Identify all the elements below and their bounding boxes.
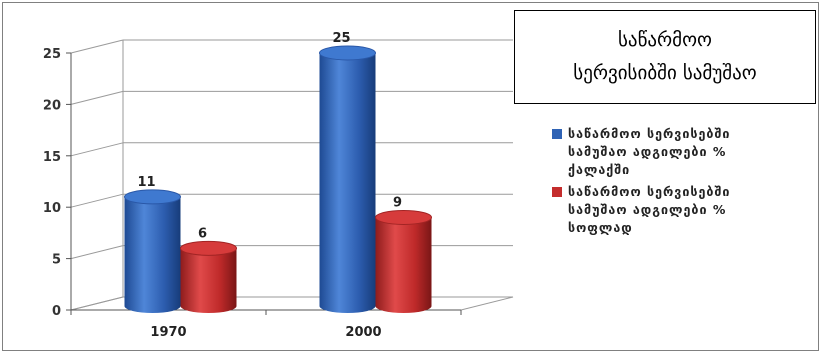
bar-urban-2000: [319, 53, 376, 314]
legend-item-rural: საწარმოო სერვისებში სამუშაო ადგილები % ს…: [552, 183, 812, 237]
y-tick-label: 0: [52, 304, 61, 319]
chart-frame: 0 5 10 15 20 25 11 6 1970 25 9 2000 საწარმოო სერვი…: [2, 2, 819, 351]
legend-item-urban: საწარმოო სერვისებში სამუშაო ადგილები % ქ…: [552, 125, 812, 179]
bar-rural-1970: [180, 248, 237, 314]
chart-title-box: საწარმოო სერვისიბში სამუშაო: [514, 10, 816, 104]
gridline-depth: [70, 90, 124, 105]
gridline-depth: [70, 193, 124, 208]
legend-swatch-urban: [552, 129, 562, 139]
gridline-depth: [70, 142, 124, 157]
bar-top: [375, 209, 432, 225]
data-label: 6: [198, 226, 207, 241]
data-label: 25: [332, 31, 350, 46]
legend-label-rural: საწარმოო სერვისებში სამუშაო ადგილები % ს…: [568, 184, 731, 235]
bar-rural-2000: [375, 217, 432, 314]
legend: საწარმოო სერვისებში სამუშაო ადგილები % ქ…: [552, 125, 812, 241]
gridline-depth: [70, 39, 124, 54]
legend-label-urban: საწარმოო სერვისებში სამუშაო ადგილები % ქ…: [568, 126, 731, 177]
data-label: 11: [137, 175, 155, 190]
bar-top: [124, 189, 181, 205]
bar-chart: 0 5 10 15 20 25 11 6 1970 25 9 2000: [43, 31, 514, 340]
y-tick-label: 5: [52, 253, 61, 268]
bar-urban-1970: [124, 196, 181, 314]
data-label: 9: [393, 195, 402, 210]
y-tick-label: 15: [43, 150, 61, 165]
legend-swatch-rural: [552, 187, 562, 197]
bars: [124, 45, 432, 314]
x-tick-label: 2000: [345, 325, 381, 340]
y-tick-label: 25: [43, 47, 61, 62]
labels: 11 6 1970 25 9 2000: [137, 31, 402, 340]
y-tick-label: 20: [43, 98, 61, 113]
y-tick-label: 10: [43, 201, 61, 216]
chart-title: საწარმოო სერვისიბში სამუშაო: [573, 29, 757, 84]
bar-top: [319, 45, 376, 61]
x-tick-label: 1970: [150, 325, 186, 340]
gridline-depth: [70, 245, 124, 260]
bar-top: [180, 240, 237, 256]
axes: 0 5 10 15 20 25: [43, 47, 462, 319]
